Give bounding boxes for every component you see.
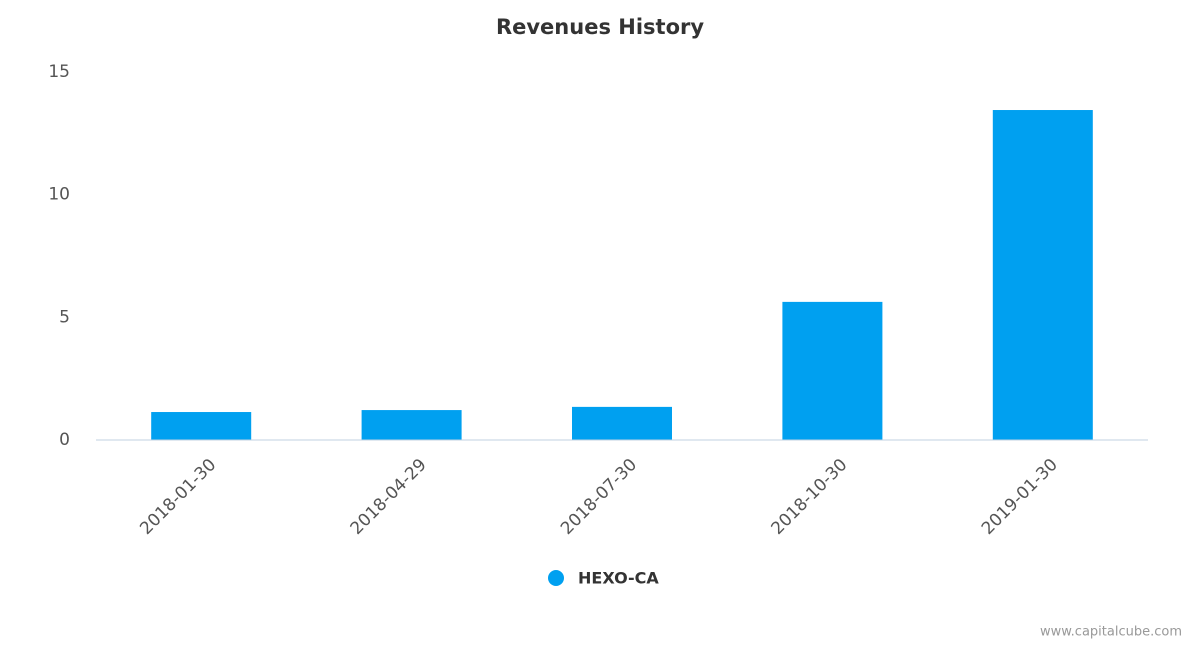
y-tick-label: 15 — [48, 62, 70, 82]
legend-marker — [548, 570, 564, 586]
bar — [151, 412, 252, 440]
bar — [361, 410, 462, 440]
x-tick-label: 2018-04-29 — [347, 455, 431, 539]
y-tick-label: 10 — [48, 185, 70, 205]
x-tick-label: 2019-01-30 — [978, 455, 1062, 539]
y-tick-label: 0 — [59, 430, 70, 450]
credit: www.capitalcube.com — [1040, 625, 1182, 640]
legend-label: HEXO-CA — [578, 569, 659, 588]
x-tick-label: 2018-10-30 — [767, 455, 851, 539]
bar — [572, 406, 672, 440]
chart-title: Revenues History — [496, 15, 704, 39]
bar — [782, 301, 883, 440]
x-tick-label: 2018-01-30 — [136, 455, 220, 539]
bar — [992, 110, 1093, 440]
y-tick-label: 5 — [59, 307, 70, 327]
x-tick-label: 2018-07-30 — [557, 455, 641, 539]
